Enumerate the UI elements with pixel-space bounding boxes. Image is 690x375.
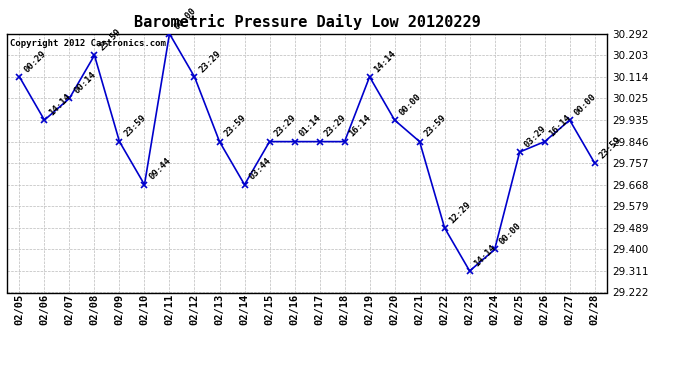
Text: 12:29: 12:29 <box>447 200 473 225</box>
Text: 23:29: 23:29 <box>273 114 297 139</box>
Text: 00:29: 00:29 <box>22 49 48 74</box>
Text: Copyright 2012 Cartronics.com: Copyright 2012 Cartronics.com <box>10 39 166 48</box>
Text: 23:59: 23:59 <box>422 114 448 139</box>
Text: 23:59: 23:59 <box>97 27 123 52</box>
Text: 00:00: 00:00 <box>573 92 598 117</box>
Text: 16:14: 16:14 <box>547 114 573 139</box>
Text: 00:00: 00:00 <box>397 92 423 117</box>
Text: 03:29: 03:29 <box>522 124 548 149</box>
Text: 01:14: 01:14 <box>297 114 323 139</box>
Title: Barometric Pressure Daily Low 20120229: Barometric Pressure Daily Low 20120229 <box>134 14 480 30</box>
Text: 14:14: 14:14 <box>373 49 397 74</box>
Text: 14:14: 14:14 <box>473 243 497 268</box>
Text: 23:59: 23:59 <box>222 114 248 139</box>
Text: 23:29: 23:29 <box>197 49 223 74</box>
Text: 03:44: 03:44 <box>247 156 273 182</box>
Text: 14:14: 14:14 <box>47 92 72 117</box>
Text: 00:14: 00:14 <box>72 70 97 96</box>
Text: 23:29: 23:29 <box>322 114 348 139</box>
Text: 00:00: 00:00 <box>172 6 197 31</box>
Text: 09:44: 09:44 <box>147 156 172 182</box>
Text: 16:14: 16:14 <box>347 114 373 139</box>
Text: 23:59: 23:59 <box>598 135 623 160</box>
Text: 00:00: 00:00 <box>497 221 523 247</box>
Text: 23:59: 23:59 <box>122 114 148 139</box>
